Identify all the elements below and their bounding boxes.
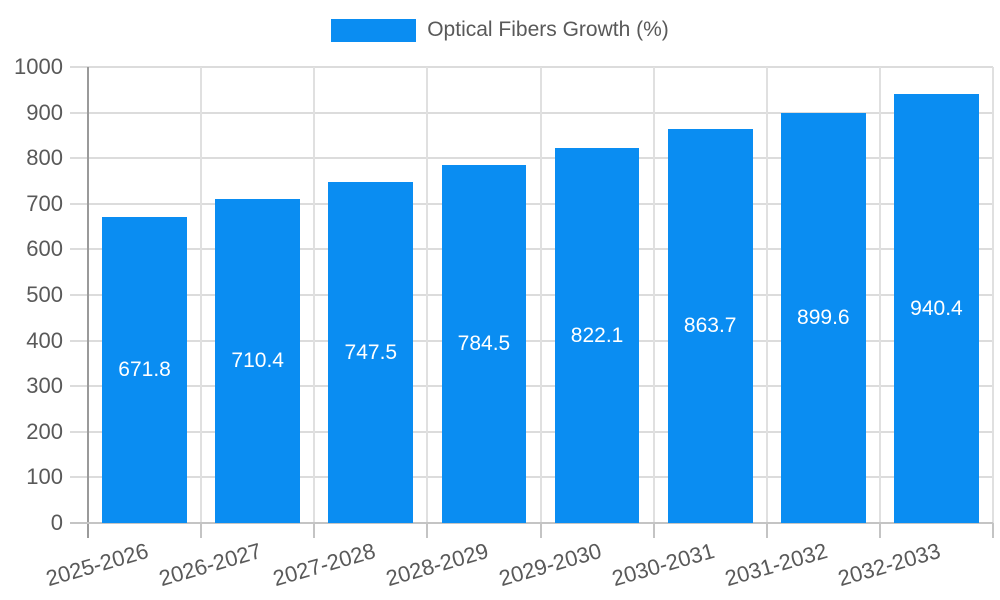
y-tick-label: 800 [26, 145, 63, 171]
bar-2029-2030[interactable] [554, 148, 640, 523]
h-gridline [70, 248, 993, 251]
bar-2026-2027[interactable] [215, 199, 301, 523]
x-tick-label-anchor: 2027-2028 [151, 538, 378, 591]
x-axis-tick [878, 523, 881, 538]
h-gridline [70, 294, 993, 296]
x-axis-tick [992, 523, 994, 538]
x-tick-label-anchor: 2028-2029 [264, 538, 491, 591]
bar-2031-2032[interactable] [780, 112, 866, 523]
v-gridline [765, 67, 768, 523]
x-tick-label: 2026-2027 [156, 538, 265, 592]
v-gridline [878, 67, 881, 523]
h-gridline [70, 476, 993, 479]
v-gridline [992, 67, 994, 523]
h-gridline [70, 202, 993, 205]
y-tick-label: 500 [26, 282, 63, 307]
y-tick-label: 900 [26, 99, 63, 125]
x-tick-label: 2028-2029 [382, 538, 491, 592]
x-axis-tick [200, 523, 203, 538]
y-tick-label: 300 [26, 373, 63, 399]
y-tick-label: 600 [26, 236, 63, 262]
x-tick-label: 2027-2028 [269, 538, 378, 592]
x-axis-tick [313, 523, 316, 538]
legend-label: Optical Fibers Growth (%) [427, 18, 669, 41]
x-tick-label: 2029-2030 [495, 538, 604, 592]
v-gridline [200, 67, 203, 523]
x-tick-label: 2025-2026 [43, 538, 152, 592]
v-gridline [313, 67, 316, 523]
h-gridline [70, 111, 993, 114]
x-tick-label-anchor: 2030-2031 [490, 538, 717, 591]
x-axis-tick [765, 523, 768, 538]
h-gridline [70, 66, 993, 68]
y-tick-label: 1000 [14, 54, 63, 79]
h-gridline [70, 339, 993, 342]
x-axis-tick [539, 523, 542, 538]
v-gridline [426, 67, 429, 523]
y-tick-label: 400 [26, 327, 63, 353]
x-tick-label-anchor: 2032-2033 [716, 538, 943, 591]
x-axis-tick [426, 523, 429, 538]
x-tick-label-anchor: 2031-2032 [603, 538, 830, 591]
h-gridline [70, 430, 993, 433]
y-tick-label: 200 [26, 418, 63, 444]
legend-item[interactable]: Optical Fibers Growth (%) [331, 18, 669, 42]
x-axis-line [70, 522, 993, 524]
y-tick-label: 700 [26, 190, 63, 216]
bar-2025-2026[interactable] [102, 216, 187, 523]
x-tick-label-anchor: 2029-2030 [377, 538, 604, 591]
legend-swatch-icon [331, 18, 417, 42]
y-tick-label: 100 [26, 464, 63, 490]
bar-2027-2028[interactable] [328, 182, 414, 523]
bar-2032-2033[interactable] [894, 94, 979, 523]
v-gridline [539, 67, 542, 523]
h-gridline [70, 385, 993, 388]
y-tick-label: 0 [50, 510, 63, 535]
x-tick-label: 2030-2031 [609, 538, 718, 592]
bar-2028-2029[interactable] [441, 165, 527, 523]
x-tick-label-anchor: 2025-2026 [0, 538, 151, 591]
v-gridline [652, 67, 655, 523]
x-tick-label: 2032-2033 [835, 538, 944, 592]
h-gridline [70, 157, 993, 160]
y-axis-line [87, 67, 89, 538]
legend: Optical Fibers Growth (%) [0, 18, 1000, 42]
x-tick-label-anchor: 2026-2027 [38, 538, 265, 591]
x-axis-tick [652, 523, 655, 538]
bar-2030-2031[interactable] [667, 129, 753, 523]
x-tick-label: 2031-2032 [722, 538, 831, 592]
